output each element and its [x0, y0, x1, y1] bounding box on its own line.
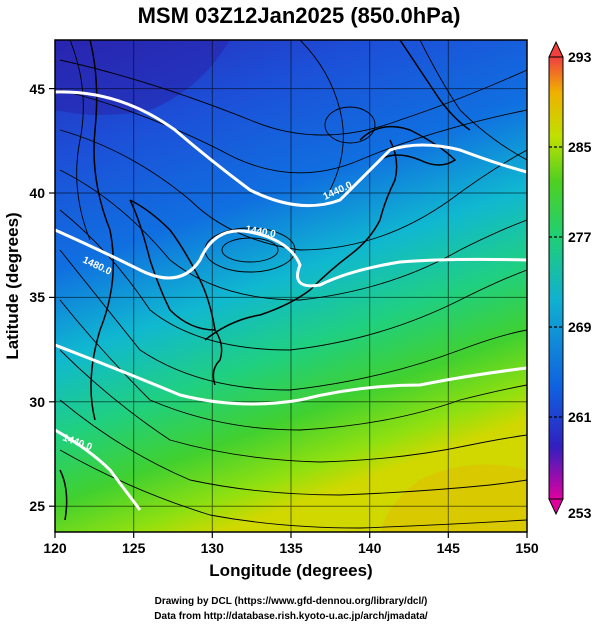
streamlines	[59, 40, 527, 529]
y-axis: 25 30 35 40 45 Latitude (degrees)	[3, 81, 55, 514]
plot-area: 1440.0 1440.0 1480.0 1440.0	[55, 40, 527, 532]
colorbar-tick-label: 261	[568, 409, 592, 425]
grid	[55, 40, 527, 532]
colorbar-bottom-arrow	[548, 498, 564, 516]
colorbar-scale	[548, 56, 564, 500]
colorbar-tick-label: 277	[568, 229, 592, 245]
x-tick-label: 140	[358, 540, 382, 556]
x-axis: 120 125 130 135 140 145 150 Longitude (d…	[43, 532, 539, 580]
x-tick-label: 145	[437, 540, 461, 556]
credit-data: Data from http://database.rish.kyoto-u.a…	[154, 611, 428, 622]
colorbar-tick-label: 253	[568, 505, 592, 521]
colorbar-tick-label: 269	[568, 319, 592, 335]
y-tick-label: 25	[29, 498, 45, 514]
x-axis-label: Longitude (degrees)	[209, 561, 372, 580]
credit-drawing: Drawing by DCL (https://www.gfd-dennou.o…	[155, 596, 428, 607]
colorbar-tick-label: 293	[568, 49, 592, 65]
y-tick-label: 45	[29, 81, 45, 97]
colorbar-top-arrow	[548, 40, 564, 58]
y-axis-label: Latitude (degrees)	[3, 212, 22, 359]
x-tick-label: 130	[201, 540, 225, 556]
chart-title: MSM 03Z12Jan2025 (850.0hPa)	[138, 3, 461, 28]
y-tick-label: 40	[29, 185, 45, 201]
colorbar-tick-label: 285	[568, 139, 592, 155]
x-tick-label: 135	[279, 540, 303, 556]
x-tick-label: 125	[122, 540, 146, 556]
colorbar: 293 285 277 269 261 253	[548, 40, 592, 521]
warm-region	[380, 464, 527, 532]
y-tick-label: 30	[29, 394, 45, 410]
height-contours	[55, 90, 527, 511]
coastlines	[59, 40, 471, 521]
contour-label: 1440.0	[244, 224, 276, 240]
y-tick-label: 35	[29, 289, 45, 305]
x-tick-label: 120	[43, 540, 67, 556]
x-tick-label: 150	[515, 540, 539, 556]
